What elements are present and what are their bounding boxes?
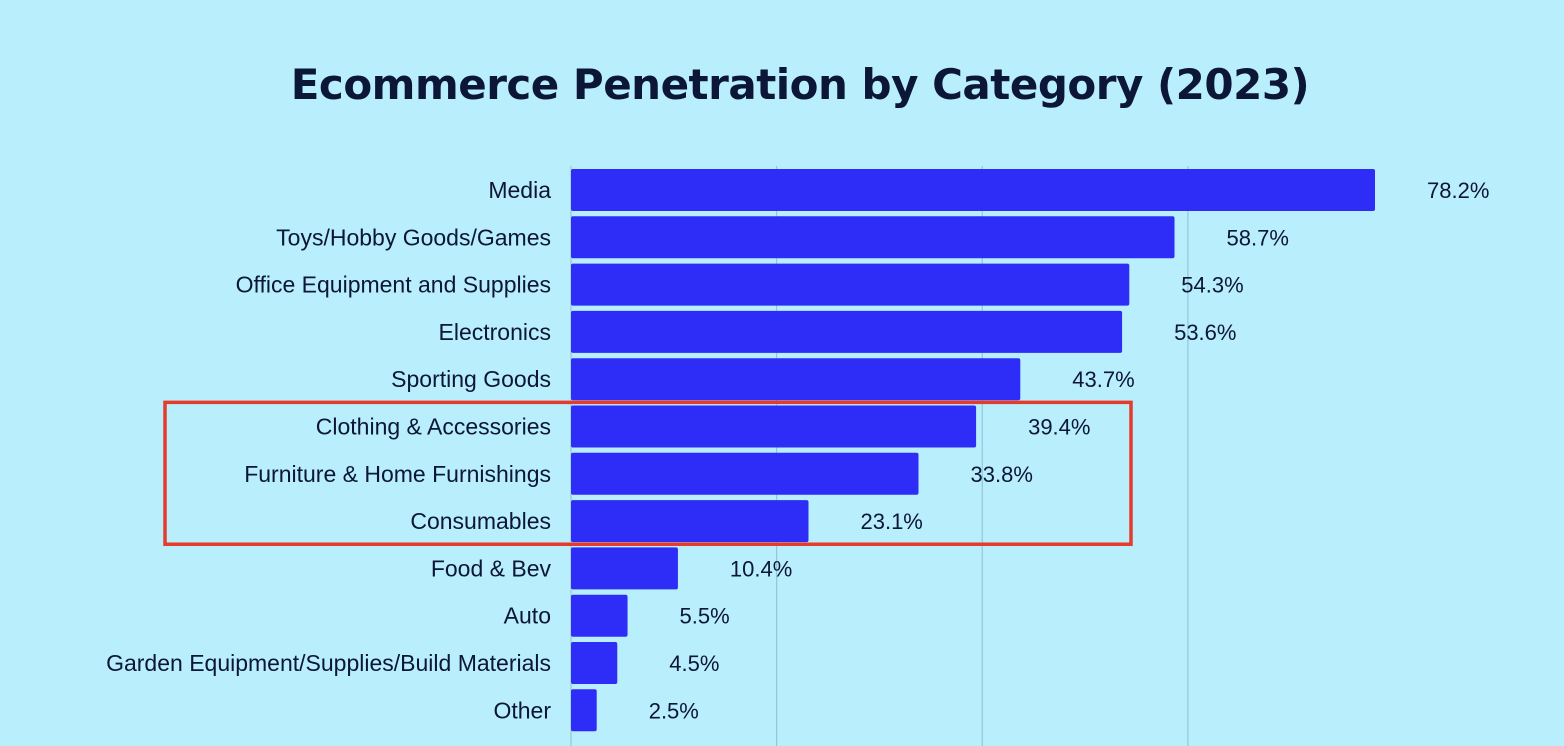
bar-0 (571, 169, 1375, 211)
category-label-4: Sporting Goods (391, 366, 551, 392)
bar-1 (571, 216, 1175, 259)
category-label-3: Electronics (439, 319, 551, 345)
bar-7 (571, 500, 809, 543)
value-label-3: 53.6% (1174, 320, 1236, 345)
bar-11 (571, 689, 597, 732)
value-label-8: 10.4% (730, 556, 792, 581)
bars (571, 169, 1375, 732)
value-label-11: 2.5% (649, 698, 699, 723)
highlight-rectangle (163, 400, 1133, 546)
value-label-2: 54.3% (1181, 273, 1243, 298)
bar-6 (571, 452, 919, 495)
category-label-11: Other (493, 697, 551, 723)
bar-3 (571, 310, 1123, 353)
bar-8 (571, 547, 678, 590)
category-label-6: Furniture & Home Furnishings (244, 461, 551, 487)
value-label-10: 4.5% (669, 651, 719, 676)
category-label-8: Food & Bev (431, 555, 552, 581)
category-labels: Media Toys/Hobby Goods/Games Office Equipm… (106, 177, 551, 723)
value-label-9: 5.5% (680, 604, 730, 629)
bar-5 (571, 405, 977, 448)
value-label-7: 23.1% (860, 509, 922, 534)
bar-4 (571, 358, 1021, 401)
value-label-5: 39.4% (1028, 415, 1090, 440)
category-label-0: Media (488, 177, 551, 203)
value-label-6: 33.8% (971, 462, 1033, 487)
value-label-1: 58.7% (1227, 225, 1289, 250)
category-label-1: Toys/Hobby Goods/Games (276, 224, 551, 250)
value-label-4: 43.7% (1072, 367, 1134, 392)
category-label-10: Garden Equipment/Supplies/Build Material… (106, 650, 551, 676)
bar-10 (571, 642, 618, 684)
value-labels: 78.2% 58.7% 54.3% 53.6% 43.7% 39.4% 33.8% 23.1%… (649, 178, 1490, 723)
bar-2 (571, 263, 1130, 306)
bar-9 (571, 594, 628, 637)
category-label-2: Office Equipment and Supplies (236, 272, 551, 298)
value-label-0: 78.2% (1427, 178, 1489, 203)
category-label-5: Clothing & Accessories (316, 414, 551, 440)
category-label-7: Consumables (410, 508, 551, 534)
category-label-9: Auto (504, 603, 551, 629)
chart-title: Ecommerce Penetration by Category (2023) (290, 60, 1310, 109)
highlight-box (163, 400, 1133, 546)
